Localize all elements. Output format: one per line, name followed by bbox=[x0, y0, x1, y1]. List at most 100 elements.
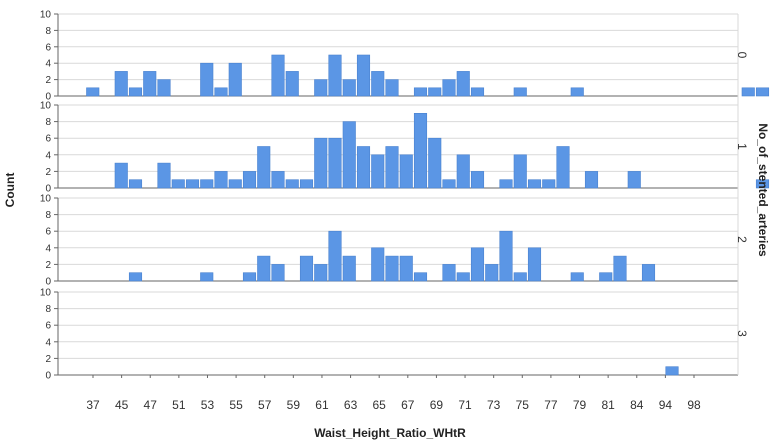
histogram-bar bbox=[342, 121, 356, 189]
histogram-bar bbox=[228, 62, 242, 97]
y-tick-label: 6 bbox=[45, 227, 51, 238]
histogram-bar bbox=[257, 255, 271, 282]
y-tick-label: 6 bbox=[45, 321, 51, 332]
histogram-bar bbox=[86, 87, 100, 97]
y-tick-label: 10 bbox=[40, 288, 52, 299]
histogram-bar bbox=[299, 179, 314, 189]
x-tick-label: 63 bbox=[344, 398, 358, 412]
histogram-bar bbox=[456, 71, 470, 97]
histogram-bar bbox=[371, 71, 385, 97]
histogram-bar bbox=[428, 137, 442, 189]
histogram-bar bbox=[214, 87, 228, 97]
y-tick-label: 2 bbox=[45, 260, 51, 271]
x-tick-label: 37 bbox=[86, 398, 100, 412]
x-tick-label: 81 bbox=[601, 398, 615, 412]
histogram-bar bbox=[442, 264, 456, 282]
histogram-bar bbox=[665, 366, 679, 376]
histogram-bar bbox=[257, 146, 271, 189]
grid-lines bbox=[58, 13, 738, 359]
histogram-bar bbox=[513, 87, 527, 97]
histogram-bar bbox=[413, 87, 428, 97]
histogram-bar bbox=[570, 87, 584, 97]
histogram-bar bbox=[214, 171, 228, 189]
histogram-bar bbox=[314, 264, 328, 282]
histogram-bar bbox=[470, 247, 485, 282]
histogram-bar bbox=[285, 179, 299, 189]
histogram-bar bbox=[570, 272, 584, 282]
histogram-bar bbox=[413, 272, 428, 282]
histogram-bar bbox=[342, 79, 356, 97]
y-tick-label: 10 bbox=[40, 194, 52, 205]
y-tick-label: 8 bbox=[45, 26, 51, 37]
x-axis-title: Waist_Height_Ratio_WHtR bbox=[314, 426, 466, 440]
histogram-bar bbox=[128, 272, 143, 282]
x-tick-label: 67 bbox=[401, 398, 415, 412]
histogram-bar bbox=[499, 230, 513, 282]
facet-panel-label: 2 bbox=[735, 236, 749, 243]
histogram-bar bbox=[527, 247, 542, 282]
facet-panel-label: 3 bbox=[735, 330, 749, 337]
histogram-bar bbox=[385, 255, 399, 282]
histogram-bar bbox=[356, 54, 371, 97]
x-tick-label: 55 bbox=[229, 398, 243, 412]
histogram-bar bbox=[556, 146, 570, 189]
y-tick-label: 4 bbox=[45, 59, 51, 70]
histogram-bar bbox=[157, 79, 171, 97]
y-tick-label: 0 bbox=[45, 184, 51, 195]
histogram-bar bbox=[271, 54, 285, 97]
x-tick-label: 69 bbox=[430, 398, 444, 412]
histogram-bar bbox=[542, 179, 556, 189]
y-tick-label: 8 bbox=[45, 117, 51, 128]
x-tick-label: 79 bbox=[573, 398, 587, 412]
x-tick-label: 61 bbox=[315, 398, 329, 412]
histogram-bar bbox=[356, 146, 371, 189]
x-tick-label: 47 bbox=[144, 398, 158, 412]
x-tick-label: 77 bbox=[544, 398, 558, 412]
axes bbox=[54, 13, 739, 378]
histogram-bar bbox=[271, 264, 285, 282]
histogram-bar bbox=[128, 179, 143, 189]
histogram-bar bbox=[228, 179, 242, 189]
y-tick-label: 4 bbox=[45, 337, 51, 348]
y-tick-label: 2 bbox=[45, 167, 51, 178]
x-tick-label: 75 bbox=[516, 398, 530, 412]
histogram-bar bbox=[755, 87, 770, 97]
histogram-bar bbox=[584, 171, 599, 189]
histogram-bar bbox=[314, 137, 328, 189]
x-tick-label: 57 bbox=[258, 398, 272, 412]
histogram-bar bbox=[371, 247, 385, 282]
histogram-bar bbox=[599, 272, 613, 282]
histogram-bar bbox=[485, 264, 499, 282]
x-tick-label: 51 bbox=[172, 398, 186, 412]
histogram-bar bbox=[513, 272, 527, 282]
facet-axis-title: No_of_stented_arteries bbox=[756, 123, 770, 257]
histogram-bar bbox=[499, 179, 513, 189]
facet-panel-labels: 0 1 2 3 bbox=[735, 52, 749, 338]
histogram-bar bbox=[114, 162, 128, 189]
y-tick-label: 4 bbox=[45, 150, 51, 161]
histogram-bar bbox=[328, 230, 342, 282]
histogram-bar bbox=[456, 272, 470, 282]
x-tick-label: 59 bbox=[287, 398, 301, 412]
histogram-bar bbox=[157, 162, 171, 189]
histogram-bar bbox=[200, 272, 214, 282]
y-tick-label: 8 bbox=[45, 210, 51, 221]
histogram-bar bbox=[641, 264, 656, 282]
histogram-bar bbox=[143, 71, 157, 97]
x-tick-label: 98 bbox=[687, 398, 701, 412]
histogram-bar bbox=[470, 171, 485, 189]
histogram-bar bbox=[399, 255, 413, 282]
x-tick-label: 53 bbox=[201, 398, 215, 412]
histogram-bar bbox=[114, 71, 128, 97]
histogram-bar bbox=[741, 87, 755, 97]
histogram-bar bbox=[328, 137, 342, 189]
y-tick-label: 8 bbox=[45, 304, 51, 315]
histogram-bar bbox=[413, 113, 428, 189]
histogram-bar bbox=[185, 179, 200, 189]
x-tick-label: 45 bbox=[115, 398, 129, 412]
y-tick-label: 2 bbox=[45, 75, 51, 86]
histogram-bar bbox=[242, 272, 257, 282]
histogram-bar bbox=[200, 179, 214, 189]
histogram-bar bbox=[242, 171, 257, 189]
